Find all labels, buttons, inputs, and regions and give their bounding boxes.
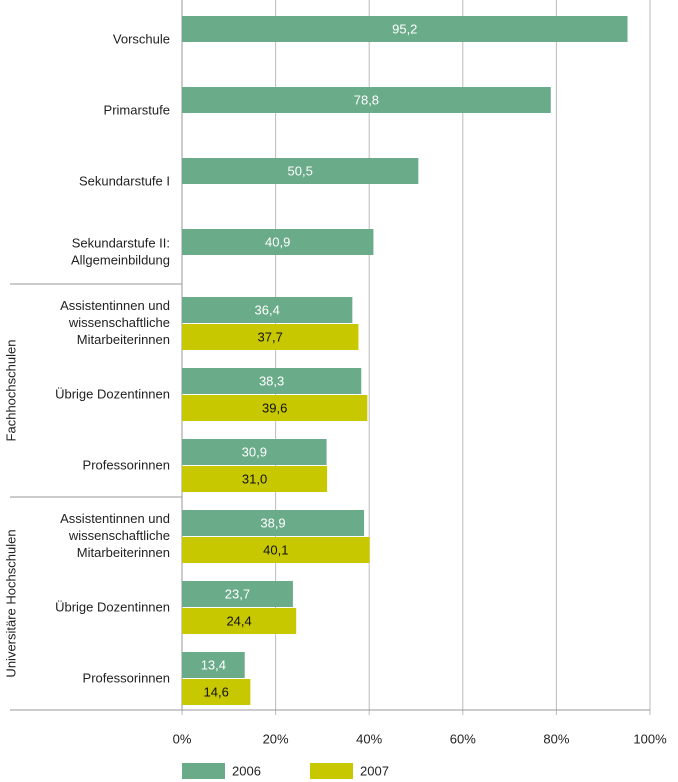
y-tick-label: Assistentinnen und wissenschaftliche Mitar… (60, 511, 170, 560)
bar (182, 324, 359, 350)
value-label: 37,7 (258, 329, 283, 344)
legend-swatch (182, 763, 225, 779)
y-tick-label: Assistentinnen und wissenschaftliche Mitar… (60, 298, 170, 347)
y-tick-label: Sekundarstufe I (79, 173, 170, 188)
y-tick-label: Professorinnen (83, 457, 170, 472)
bar (182, 87, 551, 113)
value-label: 36,4 (255, 302, 280, 317)
bar (182, 368, 362, 394)
value-label: 78,8 (354, 92, 379, 107)
y-tick-label: Vorschule (113, 31, 170, 46)
value-label: 30,9 (242, 444, 267, 459)
bar (182, 229, 374, 255)
x-tick-label: 0% (173, 731, 192, 746)
bar (182, 608, 297, 634)
y-tick-label: Sekundarstufe II: Allgemeinbildung (71, 236, 170, 268)
bar (182, 16, 628, 42)
value-label: 38,3 (259, 373, 284, 388)
bar (182, 297, 353, 323)
x-tick-label: 80% (543, 731, 569, 746)
legend-label: 2006 (232, 763, 261, 778)
bar (182, 537, 370, 563)
value-label: 39,6 (262, 400, 287, 415)
bar (182, 158, 419, 184)
bar (182, 652, 245, 678)
y-tick-label: Primarstufe (104, 102, 170, 117)
x-tick-label: 40% (356, 731, 382, 746)
group-label: Universitäre Hochschulen (3, 529, 18, 677)
value-label: 14,6 (204, 684, 229, 699)
value-label: 38,9 (260, 515, 285, 530)
value-label: 24,4 (226, 613, 251, 628)
bar (182, 581, 293, 607)
bar (182, 395, 368, 421)
value-label: 95,2 (392, 21, 417, 36)
group-label: Fachhochschulen (3, 340, 18, 442)
value-label: 23,7 (225, 586, 250, 601)
y-tick-label: Übrige Dozentinnen (55, 386, 170, 401)
legend-label: 2007 (360, 763, 389, 778)
bar (182, 439, 327, 465)
y-tick-label: Professorinnen (83, 670, 170, 685)
legend-swatch (310, 763, 353, 779)
bar (182, 679, 251, 705)
x-tick-label: 20% (263, 731, 289, 746)
y-tick-label: Übrige Dozentinnen (55, 599, 170, 614)
value-label: 40,9 (265, 234, 290, 249)
bar (182, 510, 365, 536)
x-tick-label: 100% (633, 731, 667, 746)
value-label: 31,0 (242, 471, 267, 486)
x-tick-label: 60% (450, 731, 476, 746)
value-label: 50,5 (288, 163, 313, 178)
value-label: 13,4 (201, 657, 226, 672)
value-label: 40,1 (263, 542, 288, 557)
bar (182, 466, 328, 492)
